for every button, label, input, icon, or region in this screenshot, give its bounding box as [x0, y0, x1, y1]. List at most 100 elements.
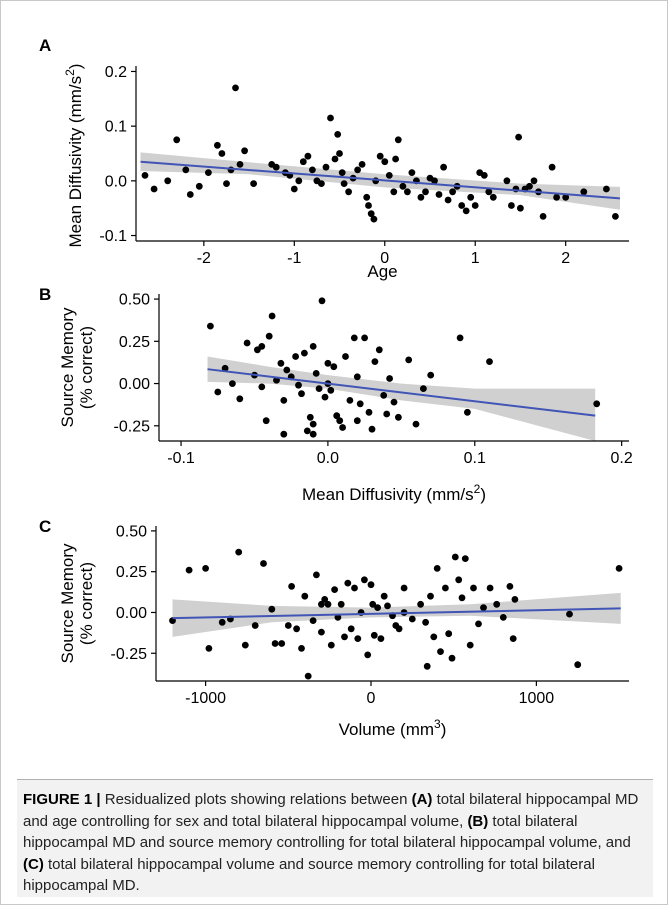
panel-letter: C: [39, 517, 51, 536]
data-point: [330, 363, 338, 371]
data-point: [277, 359, 285, 367]
data-point: [284, 622, 292, 629]
data-point: [236, 395, 244, 403]
data-point: [480, 604, 487, 611]
data-point: [435, 191, 443, 198]
data-point: [214, 388, 222, 396]
data-point: [214, 141, 221, 149]
data-point: [218, 150, 226, 157]
caption-segment: total bilateral hippocampal MD and age c…: [23, 791, 639, 830]
data-point: [268, 312, 276, 320]
data-point: [353, 417, 361, 425]
data-point: [301, 592, 309, 600]
data-point: [399, 182, 407, 190]
caption-segment: total bilateral hippocampal MD and sourc…: [23, 812, 631, 852]
data-point: [427, 371, 435, 379]
data-point: [376, 152, 384, 160]
data-point: [309, 343, 317, 350]
figure-caption: FIGURE 1 | Residualized plots showing re…: [23, 789, 653, 897]
data-point: [364, 651, 372, 659]
data-point: [299, 158, 307, 166]
data-point: [164, 177, 172, 185]
x-tick-label: 0.1: [464, 450, 486, 467]
data-point: [278, 640, 286, 647]
data-point: [375, 346, 383, 354]
data-point: [350, 334, 358, 342]
confidence-band: [207, 356, 596, 441]
caption-background: [17, 779, 653, 897]
data-point: [506, 583, 514, 590]
data-point: [385, 172, 393, 179]
data-point: [195, 182, 203, 190]
data-point: [309, 617, 317, 624]
x-tick-label: -1: [287, 250, 301, 267]
x-tick-label: 0.0: [317, 450, 339, 467]
y-tick-label: -0.1: [99, 228, 127, 245]
data-point: [321, 393, 329, 401]
data-point: [370, 215, 378, 223]
data-point: [456, 334, 464, 342]
data-point: [370, 631, 378, 639]
data-point: [250, 180, 257, 188]
y-tick-label: 0.00: [119, 376, 150, 393]
y-axis-title-line2: (% correct): [77, 326, 96, 409]
data-point: [304, 152, 312, 160]
data-point: [417, 600, 424, 608]
data-point: [321, 596, 329, 603]
x-tick-label: 2: [561, 250, 570, 267]
data-point: [334, 614, 342, 621]
data-point: [185, 566, 193, 574]
data-point: [363, 193, 371, 201]
data-point: [295, 177, 303, 185]
data-point: [338, 169, 346, 177]
data-point: [205, 645, 213, 652]
y-tick-label: -0.25: [114, 418, 151, 435]
data-point: [318, 180, 325, 188]
data-point: [615, 565, 623, 572]
data-point: [499, 614, 507, 621]
data-point: [313, 571, 320, 579]
data-point: [427, 592, 434, 600]
data-point: [405, 356, 413, 364]
data-point: [205, 169, 212, 177]
data-point: [451, 553, 459, 561]
data-point: [260, 560, 267, 567]
data-point: [480, 172, 488, 179]
x-tick-label: -1000: [185, 690, 226, 707]
data-point: [141, 172, 149, 179]
y-axis-title: Source Memory: [58, 307, 77, 427]
data-point: [369, 600, 377, 608]
data-point: [417, 193, 425, 201]
data-point: [442, 584, 449, 592]
data-point: [445, 630, 453, 638]
data-point: [371, 358, 379, 365]
data-point: [367, 581, 375, 589]
data-point: [322, 163, 330, 171]
data-point: [493, 600, 501, 608]
data-point: [283, 366, 291, 374]
y-tick-label: 0.0: [105, 173, 127, 190]
data-point: [566, 610, 573, 618]
data-point: [464, 408, 471, 416]
data-point: [437, 648, 444, 655]
data-point: [331, 586, 338, 593]
data-point: [327, 386, 335, 394]
data-point: [358, 161, 366, 168]
caption-label: FIGURE 1: [23, 791, 93, 808]
data-point: [334, 131, 342, 138]
data-point: [221, 364, 229, 372]
data-point: [186, 191, 194, 198]
data-point: [292, 353, 299, 360]
data-point: [327, 114, 334, 122]
data-point: [303, 427, 311, 435]
data-point: [612, 213, 619, 220]
data-point: [553, 193, 560, 201]
data-point: [258, 343, 266, 350]
data-point: [318, 600, 325, 608]
data-point: [173, 136, 181, 144]
x-axis-title: Mean Diffusivity (mm/s2): [302, 482, 486, 504]
data-point: [431, 177, 438, 185]
data-point: [251, 622, 259, 629]
data-point: [324, 359, 332, 367]
data-point: [400, 584, 408, 592]
